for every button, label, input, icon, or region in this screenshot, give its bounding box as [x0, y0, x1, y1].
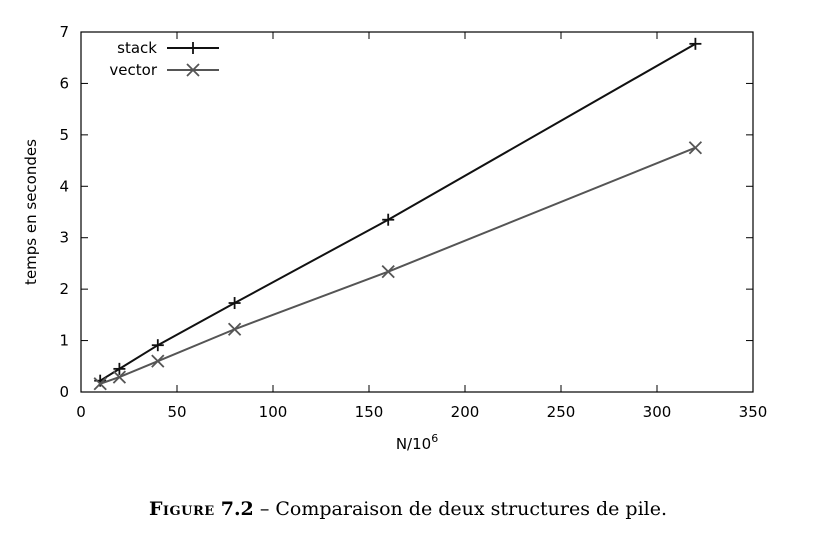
data-point-vector	[227, 322, 242, 336]
x-tick-label: 200	[451, 403, 480, 421]
x-tick-label: 350	[739, 403, 768, 421]
data-point-stack	[113, 362, 126, 375]
series-stack	[94, 37, 702, 387]
x-tick-label: 0	[76, 403, 86, 421]
data-point-vector	[151, 354, 165, 368]
y-tick-label: 1	[59, 332, 69, 350]
line-chart: 0 50 100 150 200 250 300 350 0 1 2 3 4 5 6 7 stack vecto…	[22, 23, 767, 453]
caption-separator: –	[259, 498, 270, 520]
data-point-vector	[381, 265, 395, 279]
figure-caption: Figure 7.2 – Comparaison de deux structu…	[0, 498, 816, 520]
series-line-vector	[99, 146, 696, 385]
x-tick-label: 250	[547, 403, 576, 421]
caption-figure-number: 7.2	[220, 498, 254, 520]
y-tick-label: 3	[59, 229, 69, 247]
caption-text: Comparaison de deux structures de pile.	[275, 498, 668, 520]
data-point-stack	[382, 213, 395, 226]
x-tick-label: 100	[259, 403, 288, 421]
y-tick-label: 5	[59, 126, 69, 144]
y-axis-label: temps en secondes	[22, 139, 40, 285]
data-point-stack	[151, 339, 164, 352]
data-point-vector	[112, 370, 127, 384]
caption-figure-word: Figure	[148, 498, 215, 520]
legend-label-stack: stack	[117, 39, 157, 57]
series-vector	[93, 141, 703, 391]
x-tick-label: 150	[355, 403, 384, 421]
data-point-vector	[93, 377, 107, 391]
y-tick-label: 2	[59, 280, 69, 298]
plot-axes: 0 50 100 150 200 250 300 350 0 1 2 3 4 5 6 7	[59, 23, 767, 421]
data-point-stack	[689, 37, 702, 50]
x-axis-label-exponent: 6	[431, 432, 438, 445]
x-axis-label-base: N/10	[396, 435, 431, 453]
y-tick-label: 7	[59, 23, 69, 41]
x-tick-label: 50	[167, 403, 186, 421]
x-axis-label: N/106	[396, 432, 438, 453]
y-tick-label: 4	[59, 177, 69, 195]
legend: stack vector	[109, 39, 219, 79]
data-point-stack	[228, 297, 241, 310]
series-layer	[93, 37, 703, 391]
legend-label-vector: vector	[109, 61, 157, 79]
plot-frame	[80, 31, 754, 393]
legend-marker-vector	[186, 63, 200, 77]
y-tick-label: 6	[59, 74, 69, 92]
legend-marker-stack	[187, 42, 199, 54]
y-tick-label: 0	[59, 383, 69, 401]
series-line-stack	[99, 42, 696, 382]
data-point-vector	[688, 141, 703, 155]
x-tick-label: 300	[643, 403, 672, 421]
